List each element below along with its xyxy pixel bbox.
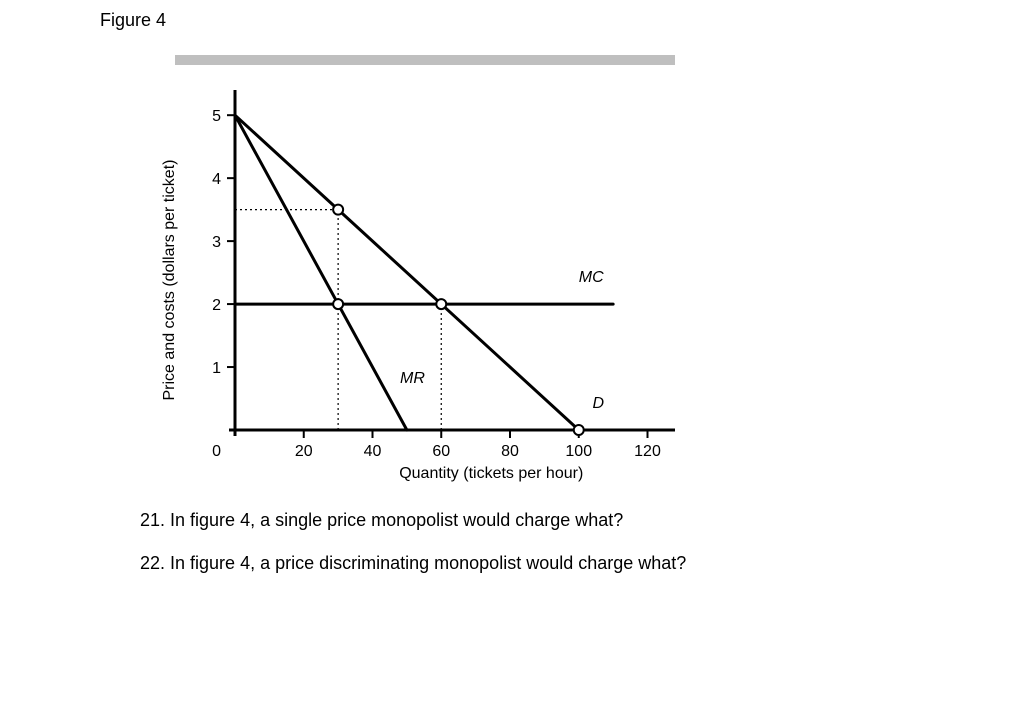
question-21: 21. In figure 4, a single price monopoli…	[140, 510, 840, 531]
questions: 21. In figure 4, a single price monopoli…	[140, 510, 840, 596]
svg-text:20: 20	[295, 443, 313, 460]
page: Figure 4 Price and costs (dollars per ti…	[0, 0, 1024, 722]
svg-text:40: 40	[364, 443, 382, 460]
y-axis-label: Price and costs (dollars per ticket)	[161, 160, 179, 401]
svg-text:5: 5	[212, 108, 221, 125]
svg-text:MR: MR	[400, 370, 425, 387]
svg-text:1: 1	[212, 360, 221, 377]
svg-text:100: 100	[565, 443, 592, 460]
svg-text:60: 60	[432, 443, 450, 460]
svg-text:80: 80	[501, 443, 519, 460]
svg-text:MC: MC	[579, 269, 604, 286]
svg-text:2: 2	[212, 297, 221, 314]
chart-svg: 1 2 3 4 5 0 20 40 60 80 100 120 Quantity (tickets pe…	[160, 70, 700, 490]
svg-text:3: 3	[212, 234, 221, 251]
figure-title: Figure 4	[100, 10, 166, 31]
svg-text:120: 120	[634, 443, 661, 460]
question-22: 22. In figure 4, a price discriminating …	[140, 553, 840, 574]
decorative-bar	[175, 55, 675, 65]
svg-text:4: 4	[212, 171, 221, 188]
chart: Price and costs (dollars per ticket) 1 2 3…	[160, 70, 700, 490]
svg-text:Quantity (tickets per hour): Quantity (tickets per hour)	[399, 465, 583, 482]
svg-text:0: 0	[212, 443, 221, 460]
svg-text:D: D	[593, 395, 605, 412]
